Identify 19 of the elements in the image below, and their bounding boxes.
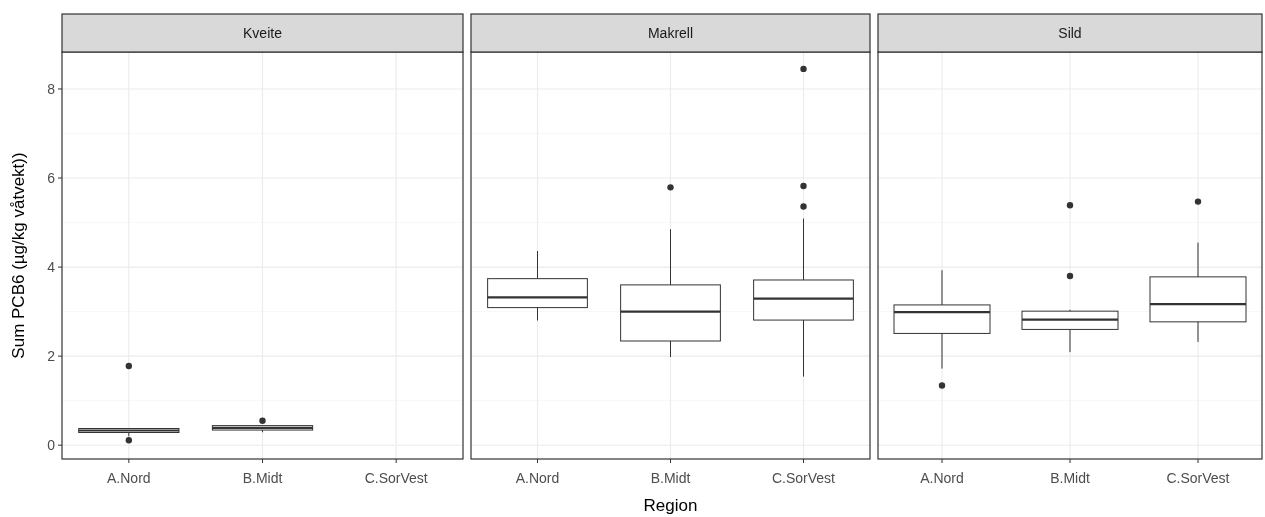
chart-title: Sild bbox=[1058, 25, 1082, 41]
x-tick-label: C.SorVest bbox=[364, 470, 428, 486]
x-tick-label: C.SorVest bbox=[771, 470, 836, 486]
chart-title: Kveite bbox=[243, 25, 283, 41]
x-tick-label: B.Midt bbox=[242, 470, 283, 486]
chart-title: Makrell bbox=[647, 25, 694, 41]
x-tick-label: A.Nord bbox=[515, 470, 560, 486]
y-tick-label: 8 bbox=[47, 80, 56, 97]
y-axis-title: Sum PCB6 (µg/kg våtvekt)) bbox=[9, 152, 28, 359]
x-axis-title: Region bbox=[643, 496, 698, 515]
x-tick-label: A.Nord bbox=[107, 470, 151, 486]
x-tick-label: B.Midt bbox=[650, 470, 691, 486]
y-tick-label: 2 bbox=[47, 348, 56, 365]
x-tick-label: C.SorVest bbox=[1166, 470, 1230, 486]
x-tick-label: A.Nord bbox=[920, 470, 964, 486]
y-tick-label: 0 bbox=[47, 437, 56, 454]
y-tick-label: 4 bbox=[47, 259, 56, 276]
y-tick-label: 6 bbox=[47, 170, 56, 187]
x-tick-label: B.Midt bbox=[1050, 470, 1090, 486]
